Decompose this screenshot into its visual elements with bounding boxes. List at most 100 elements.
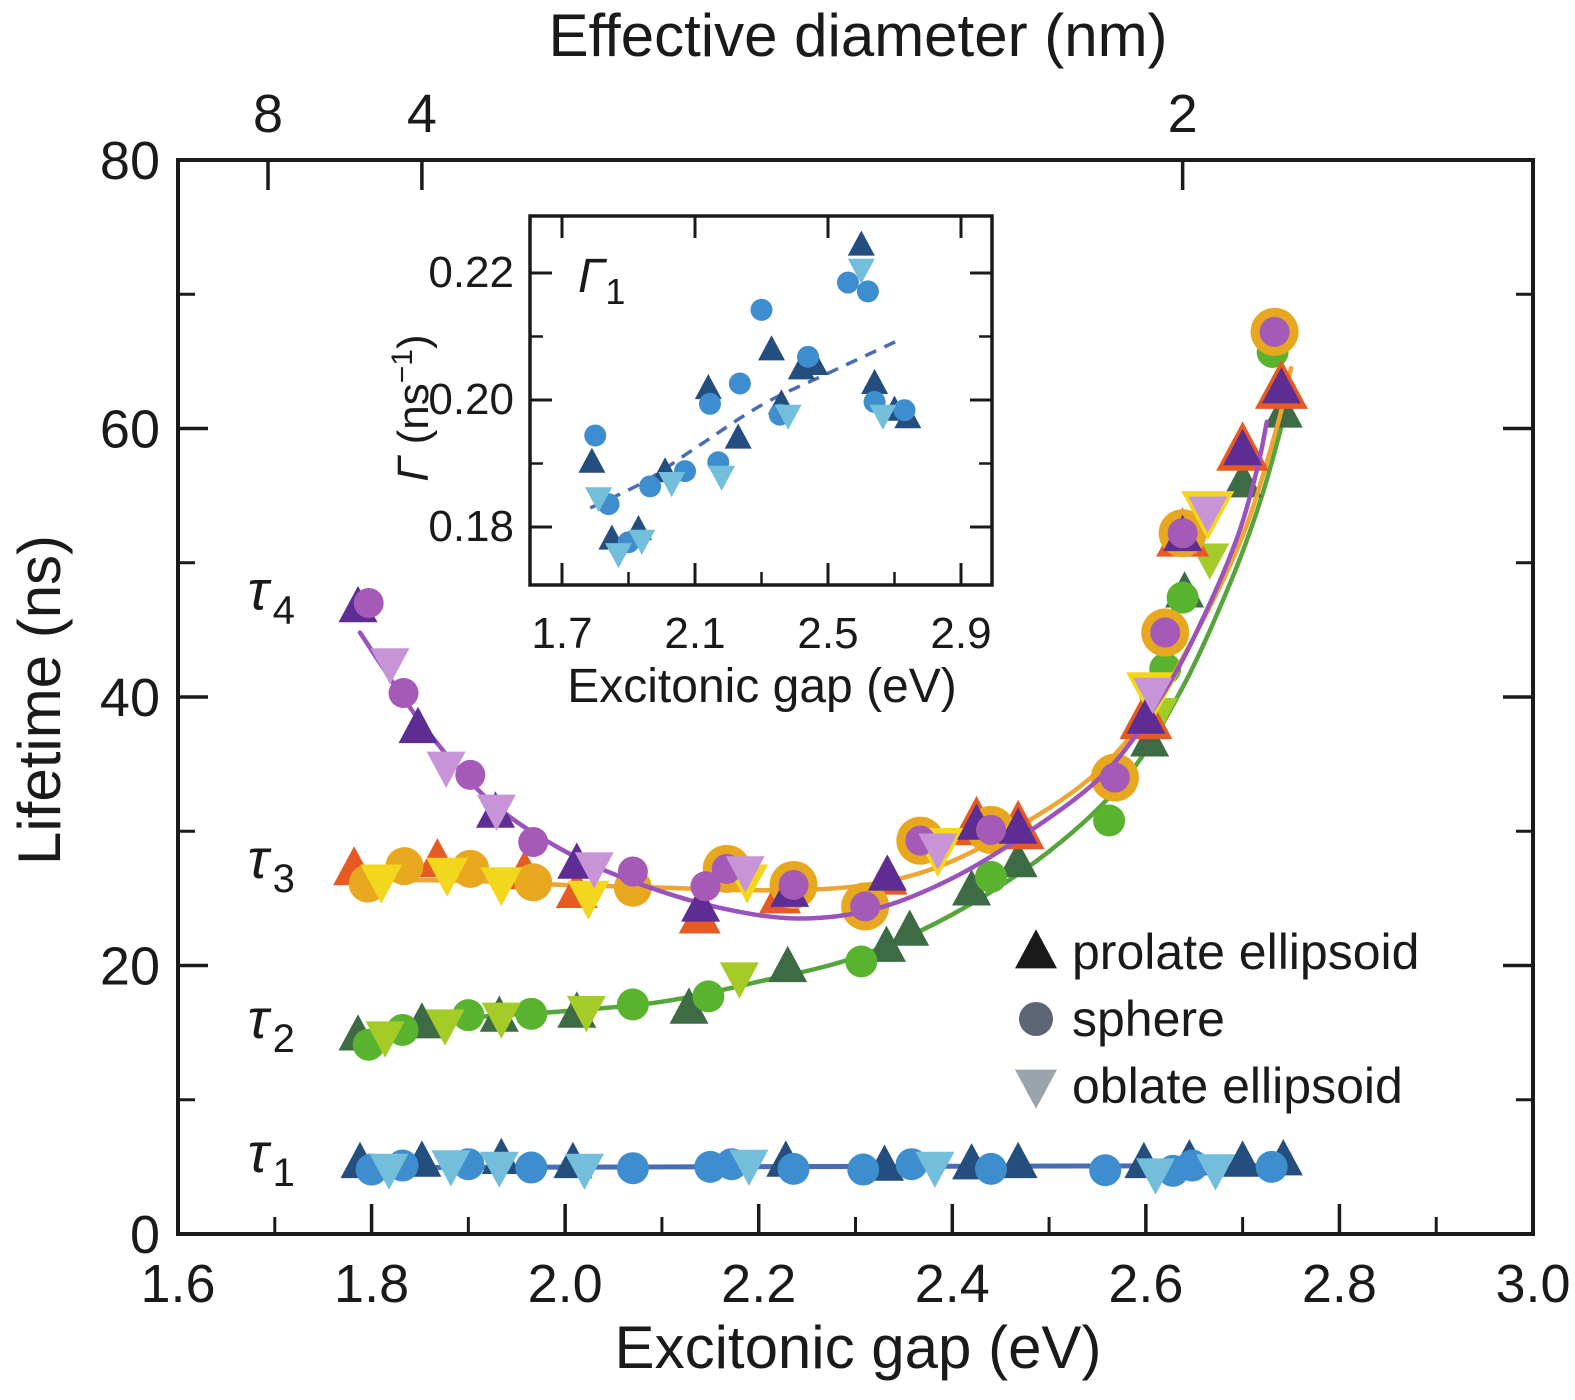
tau1-oblate-marker [565, 1153, 604, 1190]
tau2-sphere-marker [515, 997, 548, 1030]
inset-oblate-points [585, 258, 897, 569]
inset-y-axis-title: Γ (ns−1) [386, 334, 438, 481]
tau2-prolate-marker [890, 909, 930, 946]
tau1-oblate-marker [1136, 1158, 1175, 1195]
tau3-fit-line [349, 365, 1294, 893]
tau4-sphere-marker [388, 677, 419, 708]
tau4-oblate-marker [426, 751, 466, 788]
inset-y-tick-label: 0.18 [428, 502, 514, 551]
tau3-sphere-marker [514, 863, 553, 902]
inset-sphere-marker [639, 475, 662, 498]
tau1-sphere-marker [515, 1151, 548, 1184]
tau4-sphere-marker [976, 814, 1006, 845]
legend-label: sphere [1072, 991, 1225, 1047]
tau3-oblate-marker [480, 867, 523, 907]
tau4-prolate-marker [1261, 367, 1301, 404]
tau1-oblate-marker [1196, 1154, 1235, 1191]
legend-item-prolate: prolate ellipsoid [1015, 924, 1419, 980]
x-tick-label: 2.2 [721, 1254, 796, 1314]
tau1-oblate-marker [915, 1151, 955, 1188]
tau3-oblate-marker [360, 864, 403, 904]
top-tick-label: 8 [253, 84, 283, 144]
x-tick-label: 1.8 [334, 1254, 409, 1314]
inset-x-tick-label: 2.5 [797, 609, 858, 658]
inset-prolate-marker [861, 368, 889, 394]
tau2-prolate-marker [998, 841, 1038, 878]
tau2-oblate-marker [719, 962, 759, 999]
tau3-oblate-marker [426, 857, 469, 897]
inset-prolate-marker [724, 423, 752, 449]
tau2-fit-line [349, 406, 1289, 1037]
tau4-prolate-marker [398, 706, 438, 744]
inset-sphere-marker [797, 345, 820, 368]
x-tick-label: 2.0 [528, 1254, 603, 1314]
top-tick-label: 4 [407, 84, 437, 144]
tau4-sphere-marker [690, 871, 721, 902]
inset-sphere-marker [750, 298, 773, 321]
tau1-oblate-marker [479, 1151, 519, 1188]
x-tick-label: 3.0 [1495, 1254, 1570, 1314]
tau2-sphere-marker [975, 860, 1007, 893]
tau4-oblate-marker [918, 833, 958, 870]
legend-item-sphere: sphere [1019, 991, 1225, 1047]
tau1-oblate-marker [369, 1153, 409, 1190]
tau4-oblate-marker [1133, 677, 1173, 714]
tau1-sphere-marker [847, 1153, 880, 1186]
legend-label: oblate ellipsoid [1072, 1058, 1403, 1114]
y-tick-label: 80 [100, 131, 160, 191]
tau4-sphere-marker [353, 588, 384, 619]
inset-x-axis-title: Excitonic gap (eV) [567, 660, 957, 713]
tau2-sphere-marker [616, 988, 649, 1021]
tau1-oblate-points [369, 1149, 1235, 1195]
tau2-oblate-marker [365, 1021, 405, 1058]
legend-label: prolate ellipsoid [1072, 924, 1419, 980]
inset-oblate-marker [585, 487, 613, 513]
top-tick-label: 2 [1168, 84, 1198, 144]
tau2-sphere-marker [845, 945, 878, 978]
inset-oblate-marker [658, 472, 686, 498]
inset-x-tick-label: 2.1 [664, 609, 725, 658]
tau1-prolate-marker [1223, 1140, 1263, 1177]
x-tick-label: 2.6 [1108, 1254, 1183, 1314]
tau4-sphere-marker [617, 856, 648, 887]
y-tick-label: 0 [130, 1205, 160, 1265]
tau4-prolate-marker [681, 885, 721, 922]
x-tick-label: 2.8 [1302, 1254, 1377, 1314]
tau4-sphere-marker [1099, 762, 1130, 793]
inset-x-tick-label: 2.9 [930, 609, 991, 658]
inset-oblate-marker [774, 404, 802, 430]
tau4-oblate-marker [1188, 496, 1228, 533]
inset-sphere-marker [836, 271, 859, 294]
main-tick-labels: 1.6 1.8 2.0 2.2 2.4 2.6 2.8 3.0 0 20 40 60 80 8 4 2 [100, 84, 1571, 1314]
tau4-oblate-marker [370, 648, 410, 685]
tau2-prolate-marker [669, 987, 709, 1024]
tau4-sphere-marker [778, 869, 809, 900]
inset-plot: 1.7 2.1 2.5 2.9 0.18 0.20 0.22 Excitonic gap (e… [386, 214, 994, 713]
tau2-sphere-marker [1166, 581, 1199, 614]
tau4-oblate-marker [574, 852, 614, 889]
tau2-oblate-points [365, 543, 1230, 1058]
y-tick-label: 60 [100, 400, 160, 460]
tau1-prolate-marker [998, 1141, 1038, 1179]
inset-tick-labels: 1.7 2.1 2.5 2.9 0.18 0.20 0.22 [428, 248, 991, 658]
inset-oblate-marker [628, 529, 656, 555]
y-tick-label: 20 [100, 937, 160, 997]
inset-oblate-marker [869, 404, 897, 430]
tau4-prolate-marker [867, 854, 907, 891]
tau1-sphere-marker [1089, 1154, 1122, 1187]
tau1-sphere-marker [777, 1152, 810, 1185]
triangle-up-legend-icon [1015, 929, 1057, 969]
tau1-sphere-points [355, 1148, 1288, 1187]
main-axis-ticks [176, 158, 1535, 1236]
tau4-oblate-marker [725, 856, 765, 893]
tau2-sphere-marker [452, 999, 485, 1032]
inset-prolate-marker [578, 447, 606, 473]
inset-sphere-marker [893, 399, 916, 422]
inset-ticks [530, 216, 992, 585]
tau4-sphere-marker [1259, 316, 1290, 347]
